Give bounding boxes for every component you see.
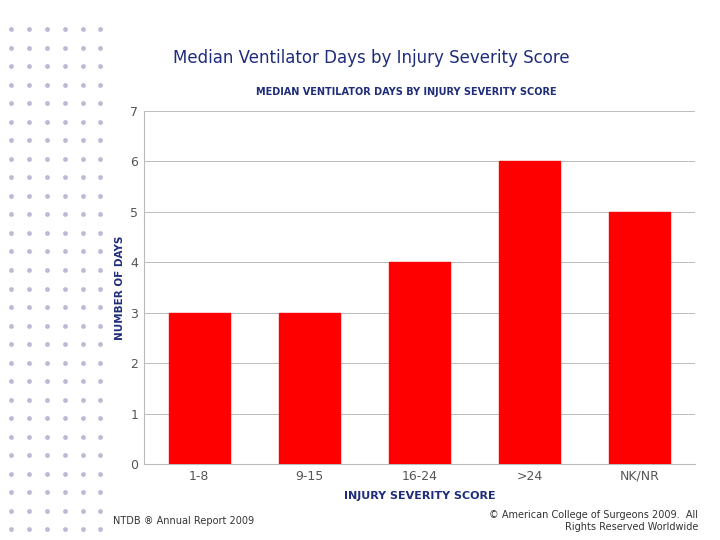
Text: © American College of Surgeons 2009.  All
Rights Reserved Worldwide: © American College of Surgeons 2009. All… [490, 510, 698, 532]
Bar [389, 262, 450, 464]
Text: MEDIAN VENTILATOR DAYS BY INJURY SEVERITY SCORE: MEDIAN VENTILATOR DAYS BY INJURY SEVERIT… [256, 87, 557, 97]
Text: Median Ventilator Days by Injury Severity Score: Median Ventilator Days by Injury Severit… [173, 49, 570, 67]
Bar [279, 313, 340, 464]
Text: NTDB ® Annual Report 2009: NTDB ® Annual Report 2009 [113, 516, 254, 526]
Bar [609, 212, 670, 464]
Y-axis label: NUMBER OF DAYS: NUMBER OF DAYS [115, 235, 125, 340]
Text: Figure: Figure [107, 49, 139, 58]
Text: 31: 31 [117, 65, 129, 75]
Bar [169, 313, 230, 464]
X-axis label: INJURY SEVERITY SCORE: INJURY SEVERITY SCORE [343, 491, 495, 501]
Bar [499, 161, 559, 464]
